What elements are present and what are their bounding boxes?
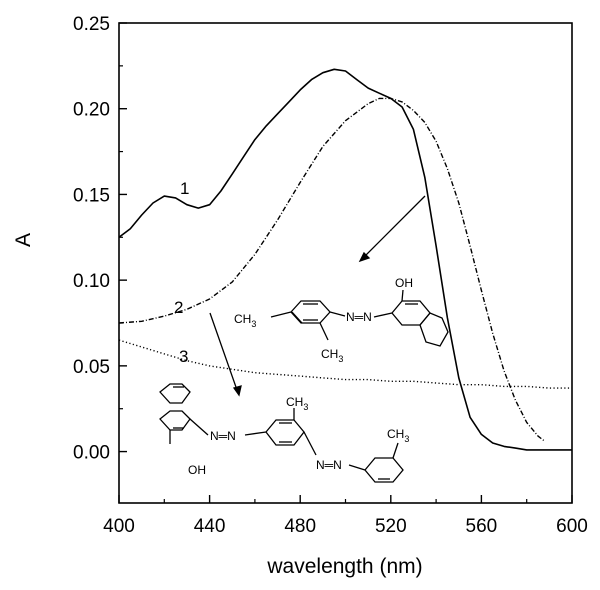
x-axis-title: wavelength (nm) (266, 555, 422, 578)
x-tick-label: 480 (284, 516, 316, 537)
upper-ch3-left: CH3 (234, 312, 256, 329)
y-tick-label: 0.05 (73, 357, 110, 378)
series-line-2 (118, 97, 546, 442)
lower-oh: OH (188, 463, 206, 477)
x-axis-ticks: 400 440 480 520 560 600 (103, 495, 588, 537)
x-tick-label: 520 (375, 516, 407, 537)
y-tick-label: 0.00 (73, 443, 110, 464)
annotation-arrows (209, 195, 426, 397)
y-tick-label: 0.20 (73, 100, 110, 121)
arrow-curve1 (363, 195, 426, 258)
y-axis-title: A (12, 233, 35, 247)
lower-azo-2: N═N (316, 458, 342, 472)
upper-oh: OH (395, 276, 413, 290)
y-tick-label: 0.10 (73, 271, 110, 292)
x-tick-label: 440 (194, 516, 226, 537)
curve-label-1: 1 (180, 179, 189, 198)
y-tick-label: 0.15 (73, 185, 110, 206)
y-axis-ticks: 0.00 0.05 0.10 0.15 0.20 0.25 (73, 14, 127, 464)
plot-frame (118, 22, 573, 504)
series-line-3 (118, 339, 572, 389)
x-tick-label: 400 (103, 516, 135, 537)
chemical-structure-upper (270, 289, 449, 347)
lower-azo-1: N═N (210, 429, 236, 443)
chemical-structure-lower (159, 383, 404, 483)
curve-label-3: 3 (179, 347, 188, 366)
upper-ch3-right: CH3 (321, 347, 343, 364)
x-tick-label: 560 (466, 516, 498, 537)
curve-label-2: 2 (174, 298, 183, 317)
arrow-curve2-head (232, 385, 242, 397)
arrow-curve1-head (358, 251, 371, 263)
lower-ch3-right: CH3 (387, 427, 409, 444)
x-tick-label: 600 (556, 516, 588, 537)
y-tick-label: 0.25 (73, 14, 110, 35)
upper-azo: N═N (346, 310, 372, 324)
series-group (118, 68, 572, 451)
arrow-curve2 (209, 312, 238, 391)
series-line-1 (118, 68, 572, 451)
lower-ch3-top: CH3 (286, 395, 308, 412)
